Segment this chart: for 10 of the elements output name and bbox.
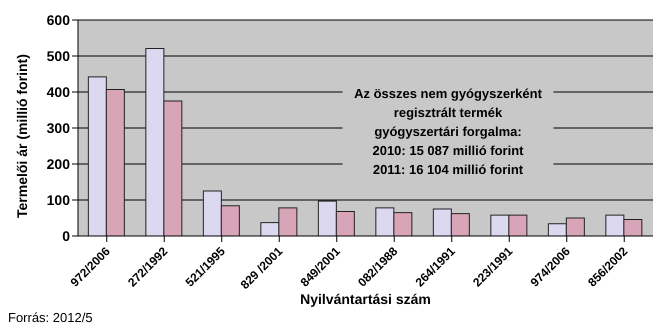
x-axis-title: Nyilvántartási szám (300, 291, 431, 307)
y-tick-label: 500 (46, 48, 70, 64)
text: Forrás: 2012/5 (8, 310, 94, 325)
y-tick-label: 0 (62, 228, 70, 244)
y-tick-label: 600 (46, 12, 70, 28)
y-tick-label: 400 (46, 84, 70, 100)
y-tick-label: 300 (46, 120, 70, 136)
y-tick-label: 200 (46, 156, 70, 172)
y-axis-title: Termelői ár (millió forint) (14, 54, 30, 218)
y-tick-label: 100 (46, 192, 70, 208)
